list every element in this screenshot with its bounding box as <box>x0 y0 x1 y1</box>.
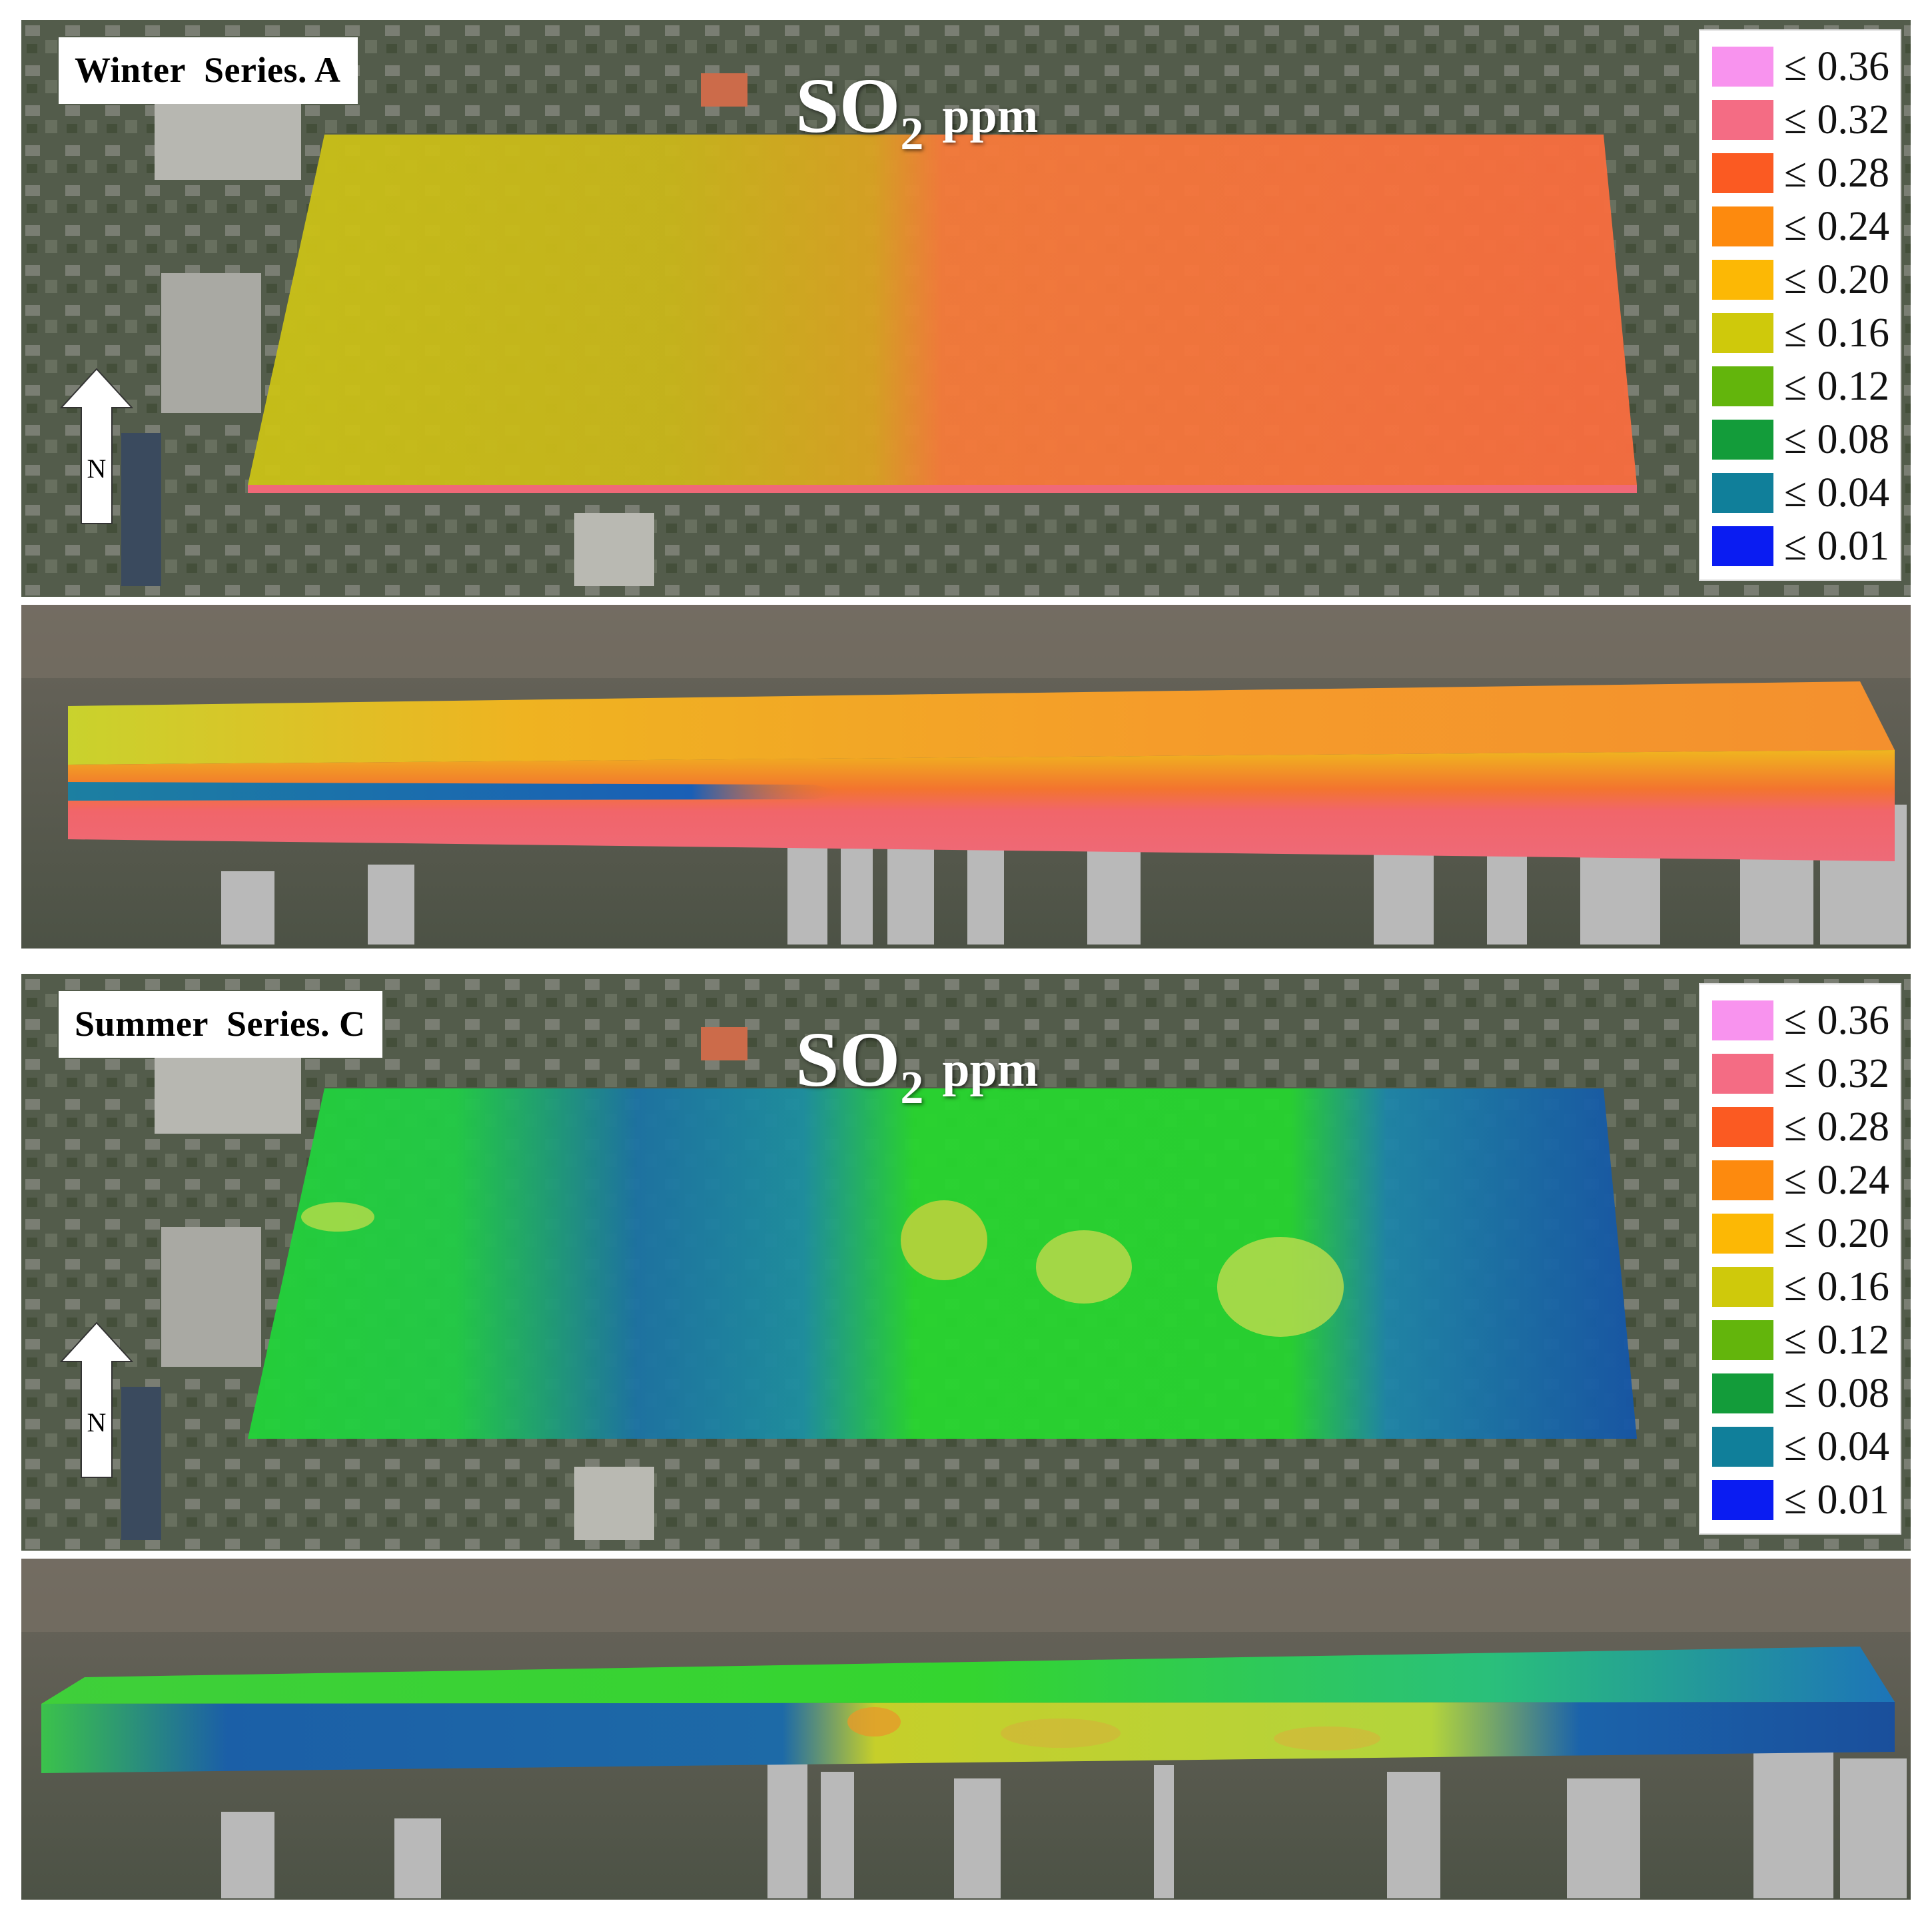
legend-item: ≤ 0.12 <box>1712 360 1889 413</box>
legend-item: ≤ 0.20 <box>1712 1207 1889 1260</box>
winter-concentration-volume <box>68 681 1895 861</box>
legend-item: ≤ 0.04 <box>1712 466 1889 520</box>
title-main: SO <box>795 62 901 149</box>
legend-label: ≤ 0.32 <box>1784 97 1890 143</box>
legend-swatch <box>1712 526 1773 566</box>
summer-concentration-slab <box>248 1088 1637 1439</box>
winter-legend: ≤ 0.36 ≤ 0.32 ≤ 0.28 ≤ 0.24 ≤ 0.20 ≤ 0.1… <box>1699 29 1902 581</box>
legend-swatch <box>1712 153 1773 193</box>
legend-label: ≤ 0.36 <box>1784 43 1890 89</box>
summer-oblique-view-panel <box>21 1559 1911 1900</box>
legend-item: ≤ 0.28 <box>1712 1100 1889 1154</box>
legend-label: ≤ 0.01 <box>1784 523 1890 569</box>
legend-item: ≤ 0.36 <box>1712 40 1889 93</box>
winter-concentration-slab <box>248 135 1637 493</box>
title-main: SO <box>795 1016 901 1103</box>
summer-concentration-volume <box>41 1647 1895 1773</box>
map-title: SO2 ppm <box>795 1020 1039 1112</box>
winter-oblique-view-panel <box>21 605 1911 949</box>
legend-item: ≤ 0.32 <box>1712 1047 1889 1100</box>
legend-item: ≤ 0.16 <box>1712 306 1889 360</box>
legend-item: ≤ 0.36 <box>1712 994 1889 1047</box>
legend-swatch <box>1712 1320 1773 1360</box>
summer-oblique-scene <box>21 1559 1911 1900</box>
north-arrow: N <box>60 366 133 526</box>
legend-item: ≤ 0.01 <box>1712 520 1889 573</box>
legend-item: ≤ 0.04 <box>1712 1420 1889 1473</box>
legend-label: ≤ 0.36 <box>1784 997 1890 1043</box>
legend-swatch <box>1712 420 1773 460</box>
legend-label: ≤ 0.20 <box>1784 256 1890 302</box>
legend-swatch <box>1712 366 1773 406</box>
winter-satellite-background <box>21 20 1911 597</box>
winter-oblique-scene <box>21 605 1911 949</box>
north-label: N <box>87 454 107 484</box>
legend-item: ≤ 0.24 <box>1712 200 1889 253</box>
legend-item: ≤ 0.24 <box>1712 1154 1889 1207</box>
legend-item: ≤ 0.28 <box>1712 147 1889 200</box>
title-subscript: 2 <box>900 109 924 160</box>
legend-label: ≤ 0.28 <box>1784 150 1890 196</box>
legend-swatch <box>1712 1214 1773 1254</box>
legend-swatch <box>1712 313 1773 353</box>
legend-swatch <box>1712 206 1773 246</box>
legend-swatch <box>1712 1054 1773 1094</box>
legend-swatch <box>1712 1427 1773 1467</box>
legend-label: ≤ 0.12 <box>1784 1317 1890 1363</box>
legend-label: ≤ 0.12 <box>1784 363 1890 409</box>
legend-label: ≤ 0.04 <box>1784 1423 1890 1469</box>
legend-swatch <box>1712 1480 1773 1520</box>
legend-swatch <box>1712 47 1773 87</box>
north-arrow-icon <box>60 1322 133 1478</box>
summer-top-view-panel: Summer Series. C SO2 ppm N ≤ 0.36 ≤ 0.32 … <box>21 974 1911 1551</box>
legend-item: ≤ 0.20 <box>1712 253 1889 306</box>
legend-swatch <box>1712 1160 1773 1200</box>
legend-item: ≤ 0.08 <box>1712 1367 1889 1420</box>
legend-item: ≤ 0.32 <box>1712 93 1889 147</box>
legend-swatch <box>1712 1373 1773 1413</box>
legend-label: ≤ 0.08 <box>1784 416 1890 462</box>
legend-label: ≤ 0.08 <box>1784 1370 1890 1416</box>
legend-swatch <box>1712 100 1773 140</box>
legend-item: ≤ 0.01 <box>1712 1473 1889 1527</box>
legend-swatch <box>1712 1267 1773 1307</box>
legend-item: ≤ 0.12 <box>1712 1314 1889 1367</box>
legend-swatch <box>1712 1107 1773 1147</box>
legend-swatch <box>1712 260 1773 300</box>
legend-label: ≤ 0.16 <box>1784 1264 1890 1310</box>
legend-label: ≤ 0.32 <box>1784 1050 1890 1096</box>
north-label: N <box>87 1407 107 1437</box>
legend-label: ≤ 0.04 <box>1784 470 1890 516</box>
title-subscript: 2 <box>900 1062 924 1114</box>
north-arrow-icon <box>60 368 133 524</box>
legend-item: ≤ 0.16 <box>1712 1260 1889 1314</box>
legend-label: ≤ 0.20 <box>1784 1210 1890 1256</box>
north-arrow: N <box>60 1320 133 1480</box>
legend-label: ≤ 0.24 <box>1784 203 1890 249</box>
summer-satellite-background <box>21 974 1911 1551</box>
legend-swatch <box>1712 1000 1773 1040</box>
title-unit: ppm <box>942 89 1039 143</box>
legend-label: ≤ 0.28 <box>1784 1104 1890 1150</box>
summer-legend: ≤ 0.36 ≤ 0.32 ≤ 0.28 ≤ 0.24 ≤ 0.20 ≤ 0.1… <box>1699 983 1902 1535</box>
title-unit: ppm <box>942 1042 1039 1097</box>
legend-label: ≤ 0.16 <box>1784 310 1890 356</box>
legend-label: ≤ 0.24 <box>1784 1157 1890 1203</box>
legend-swatch <box>1712 473 1773 513</box>
legend-item: ≤ 0.08 <box>1712 413 1889 466</box>
winter-top-view-panel: Winter Series. A SO2 ppm N ≤ 0.36 ≤ 0.32 … <box>21 20 1911 597</box>
map-title: SO2 ppm <box>795 67 1039 158</box>
series-label: Winter Series. A <box>59 37 358 104</box>
legend-label: ≤ 0.01 <box>1784 1477 1890 1523</box>
series-label: Summer Series. C <box>59 991 383 1058</box>
